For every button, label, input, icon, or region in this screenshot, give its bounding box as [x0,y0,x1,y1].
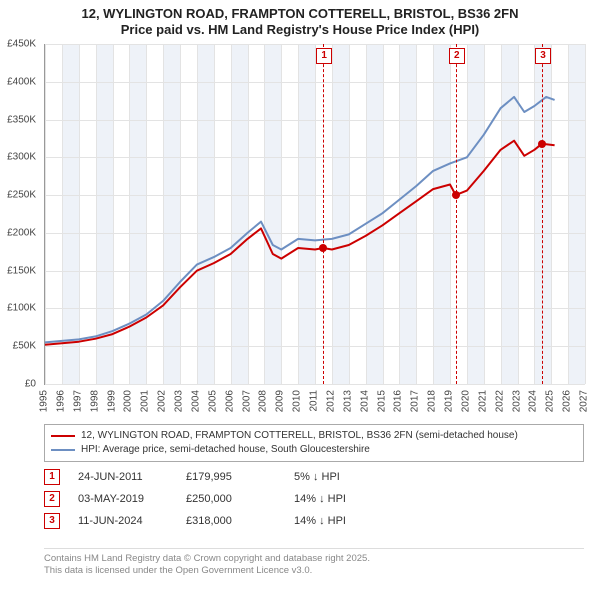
transaction-marker: 1 [44,469,60,485]
y-tick-label: £0 [0,379,36,390]
transaction-price: £250,000 [186,493,276,505]
transaction-date: 11-JUN-2024 [78,515,168,527]
x-tick-label: 2004 [190,390,201,412]
transaction-price: £318,000 [186,515,276,527]
marker-box: 3 [535,48,551,64]
x-tick-label: 2015 [376,390,387,412]
transaction-pct: 14% ↓ HPI [294,493,394,505]
x-tick-label: 2013 [342,390,353,412]
x-tick-label: 2006 [224,390,235,412]
y-tick-label: £50K [0,341,36,352]
x-tick-label: 2010 [292,390,303,412]
x-tick-label: 2005 [207,390,218,412]
transaction-date: 24-JUN-2011 [78,471,168,483]
x-tick-label: 1999 [106,390,117,412]
gridline-horizontal [45,384,585,385]
transaction-date: 03-MAY-2019 [78,493,168,505]
x-tick-label: 2003 [174,390,185,412]
transaction-price: £179,995 [186,471,276,483]
transaction-pct: 14% ↓ HPI [294,515,394,527]
x-tick-label: 2012 [325,390,336,412]
legend-row: 12, WYLINGTON ROAD, FRAMPTON COTTERELL, … [51,429,577,443]
title-line1: 12, WYLINGTON ROAD, FRAMPTON COTTERELL, … [0,6,600,22]
y-axis-labels: £0£50K£100K£150K£200K£250K£300K£350K£400… [0,44,40,384]
legend-label-price-paid: 12, WYLINGTON ROAD, FRAMPTON COTTERELL, … [81,429,518,443]
marker-dot [452,191,460,199]
x-tick-label: 1998 [89,390,100,412]
y-tick-label: £100K [0,303,36,314]
transaction-pct: 5% ↓ HPI [294,471,394,483]
x-tick-label: 2020 [460,390,471,412]
footer-line1: Contains HM Land Registry data © Crown c… [44,553,584,565]
marker-line [323,44,324,384]
y-tick-label: £250K [0,190,36,201]
x-tick-label: 1997 [72,390,83,412]
legend-label-hpi: HPI: Average price, semi-detached house,… [81,443,370,457]
transaction-marker: 3 [44,513,60,529]
legend-swatch-hpi [51,449,75,451]
transaction-row: 1 24-JUN-2011 £179,995 5% ↓ HPI [44,466,584,488]
x-tick-label: 2018 [427,390,438,412]
x-tick-label: 2014 [359,390,370,412]
x-tick-label: 2001 [140,390,151,412]
x-tick-label: 2002 [157,390,168,412]
chart-plot-area: 1 2 3 [44,44,585,385]
transaction-row: 3 11-JUN-2024 £318,000 14% ↓ HPI [44,510,584,532]
x-tick-label: 2022 [494,390,505,412]
y-tick-label: £300K [0,152,36,163]
x-tick-label: 2008 [258,390,269,412]
legend-swatch-price-paid [51,435,75,437]
y-tick-label: £200K [0,227,36,238]
transaction-table: 1 24-JUN-2011 £179,995 5% ↓ HPI 2 03-MAY-2019… [44,466,584,532]
x-tick-label: 2009 [275,390,286,412]
x-tick-label: 2007 [241,390,252,412]
x-tick-label: 1995 [39,390,50,412]
chart-lines-svg [45,44,585,384]
series-price_paid [45,141,555,345]
series-hpi [45,97,555,343]
x-tick-label: 2025 [545,390,556,412]
footer-line2: This data is licensed under the Open Gov… [44,565,584,577]
y-tick-label: £150K [0,265,36,276]
x-tick-label: 2023 [511,390,522,412]
x-tick-label: 2027 [579,390,590,412]
title-line2: Price paid vs. HM Land Registry's House … [0,22,600,38]
marker-dot [538,140,546,148]
y-tick-label: £350K [0,114,36,125]
marker-line [456,44,457,384]
y-tick-label: £450K [0,39,36,50]
x-tick-label: 2000 [123,390,134,412]
chart-title: 12, WYLINGTON ROAD, FRAMPTON COTTERELL, … [0,0,600,39]
y-tick-label: £400K [0,76,36,87]
transaction-row: 2 03-MAY-2019 £250,000 14% ↓ HPI [44,488,584,510]
marker-dot [319,244,327,252]
legend-row: HPI: Average price, semi-detached house,… [51,443,577,457]
x-tick-label: 2026 [562,390,573,412]
x-tick-label: 2021 [477,390,488,412]
x-tick-label: 2024 [528,390,539,412]
marker-box: 1 [316,48,332,64]
chart-legend: 12, WYLINGTON ROAD, FRAMPTON COTTERELL, … [44,424,584,462]
x-tick-label: 2011 [309,390,320,412]
marker-line [542,44,543,384]
x-tick-label: 2017 [410,390,421,412]
footer-attribution: Contains HM Land Registry data © Crown c… [44,548,584,578]
x-tick-label: 2016 [393,390,404,412]
x-tick-label: 1996 [55,390,66,412]
marker-box: 2 [449,48,465,64]
x-tick-label: 2019 [444,390,455,412]
transaction-marker: 2 [44,491,60,507]
gridline-vertical [585,44,586,384]
